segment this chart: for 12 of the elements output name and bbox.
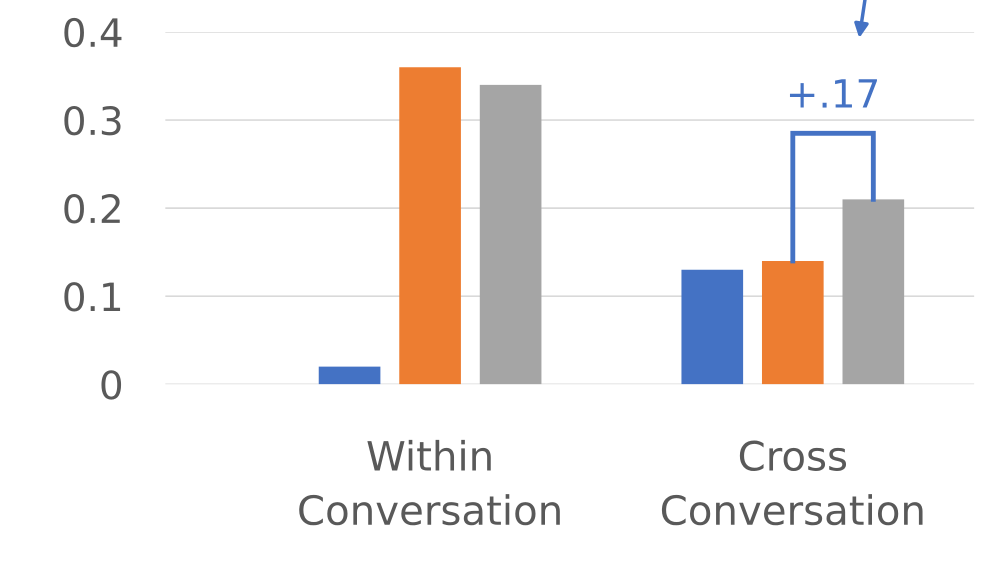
x-tick-label: Cross Conversation <box>662 440 923 526</box>
bar <box>318 366 380 384</box>
y-tick-label: 0.4 <box>64 18 122 48</box>
y-tick-label: 0.2 <box>64 194 120 224</box>
y-tick-label: 0 <box>101 370 122 400</box>
x-tick-label: Within Conversation <box>299 440 560 526</box>
bar <box>681 270 744 384</box>
bar <box>399 67 461 384</box>
bar <box>480 84 542 384</box>
y-tick-label: 0.3 <box>64 106 121 136</box>
annotation: +.17 <box>790 79 877 108</box>
y-tick-label: 0.1 <box>64 282 120 312</box>
